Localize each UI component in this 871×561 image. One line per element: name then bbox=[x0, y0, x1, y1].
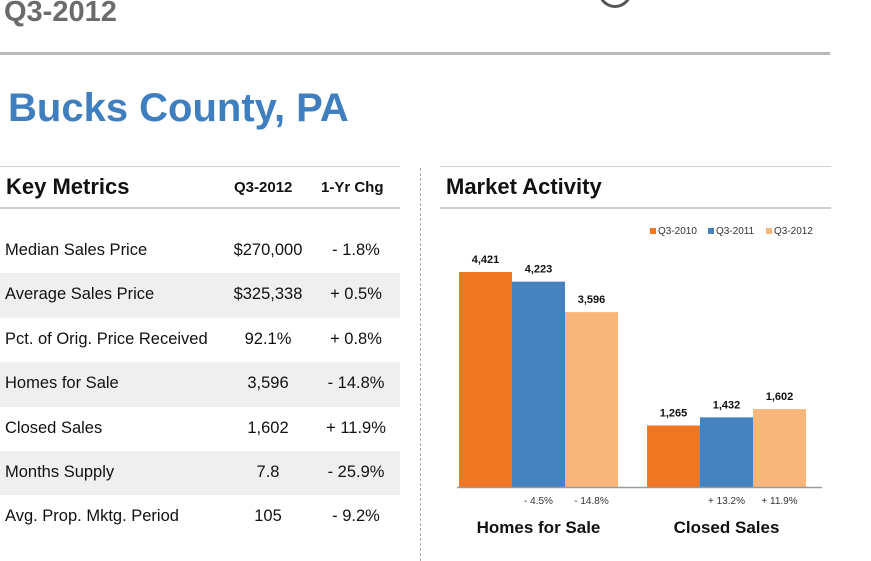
column-header-period: Q3-2012 bbox=[234, 179, 293, 196]
metric-change: - 14.8% bbox=[327, 374, 385, 393]
change-label-homes-for-sale-1: - 4.5% bbox=[524, 496, 553, 507]
metric-label: Months Supply bbox=[5, 462, 115, 481]
data-label-closed-sales-q3-2012: 1,602 bbox=[766, 391, 794, 403]
metric-label: Average Sales Price bbox=[5, 285, 155, 304]
metric-change: + 11.9% bbox=[326, 418, 386, 437]
data-label-homes-for-sale-q3-2012: 3,596 bbox=[578, 294, 606, 306]
change-label-closed-sales-2: + 11.9% bbox=[761, 496, 797, 507]
column-header-change: 1-Yr Chg bbox=[321, 179, 384, 196]
metric-change: - 25.9% bbox=[327, 462, 385, 481]
county-title: Bucks County, PA bbox=[8, 86, 349, 130]
bar-homes-for-sale-q3-2012 bbox=[565, 312, 618, 487]
change-label-homes-for-sale-2: - 14.8% bbox=[574, 496, 609, 507]
data-label-closed-sales-q3-2010: 1,265 bbox=[660, 407, 688, 419]
change-label-closed-sales-1: + 13.2% bbox=[708, 496, 745, 507]
key-metrics-panel: Key Metrics Q3-2012 1-Yr Chg Median Sale… bbox=[0, 166, 400, 525]
legend-swatch-q3-2011 bbox=[708, 228, 714, 234]
legend-swatch-q3-2012 bbox=[766, 228, 772, 234]
key-metrics-header: Key Metrics Q3-2012 1-Yr Chg bbox=[0, 166, 400, 209]
metric-row-median-sales-price: Median Sales Price $270,000 - 1.8% bbox=[0, 229, 400, 273]
metric-label: Pct. of Orig. Price Received bbox=[5, 329, 208, 348]
metric-change: + 0.5% bbox=[330, 285, 382, 304]
market-activity-chart: Q3-2010 Q3-2011 Q3-2012 4,421 4,223 3,596 - 4.… bbox=[457, 226, 822, 537]
legend-swatch-q3-2010 bbox=[650, 228, 656, 234]
metric-label: Closed Sales bbox=[5, 418, 103, 437]
bar-closed-sales-q3-2011 bbox=[700, 417, 753, 487]
logo-icon bbox=[598, 0, 632, 8]
legend-label-q3-2012: Q3-2012 bbox=[774, 226, 813, 237]
market-activity-header: Market Activity bbox=[440, 166, 831, 209]
market-activity-panel: Market Activity bbox=[440, 166, 831, 209]
metric-value: 3,596 bbox=[247, 374, 289, 393]
chart-title: Market Activity bbox=[446, 174, 602, 199]
metric-value: 1,602 bbox=[247, 418, 289, 437]
metric-row-avg-mktg-period: Avg. Prop. Mktg. Period 105 - 9.2% bbox=[0, 495, 400, 539]
data-label-homes-for-sale-q3-2011: 4,223 bbox=[525, 264, 553, 276]
metric-row-average-sales-price: Average Sales Price $325,338 + 0.5% bbox=[0, 273, 400, 318]
metric-label: Avg. Prop. Mktg. Period bbox=[5, 507, 179, 526]
metric-row-closed-sales: Closed Sales 1,602 + 11.9% bbox=[0, 407, 400, 451]
metric-change: + 0.8% bbox=[330, 329, 382, 348]
metric-value: 92.1% bbox=[244, 329, 292, 348]
category-label-homes-for-sale: Homes for Sale bbox=[477, 518, 601, 537]
data-label-homes-for-sale-q3-2010: 4,421 bbox=[472, 254, 500, 266]
top-divider bbox=[0, 52, 830, 55]
metric-value: 7.8 bbox=[256, 462, 280, 481]
quarter-title: Q3-2012 bbox=[4, 0, 117, 28]
panel-divider bbox=[420, 168, 421, 561]
metric-label: Homes for Sale bbox=[5, 374, 119, 393]
category-label-closed-sales: Closed Sales bbox=[674, 518, 780, 537]
bar-closed-sales-q3-2010 bbox=[647, 425, 700, 487]
metric-value: $270,000 bbox=[233, 241, 303, 259]
data-label-closed-sales-q3-2011: 1,432 bbox=[713, 399, 741, 411]
key-metrics-table: Median Sales Price $270,000 - 1.8% Avera… bbox=[0, 229, 400, 540]
metric-change: - 9.2% bbox=[332, 507, 380, 526]
legend-label-q3-2011: Q3-2011 bbox=[716, 226, 755, 237]
bar-homes-for-sale-q3-2010 bbox=[459, 272, 512, 487]
key-metrics-heading: Key Metrics bbox=[6, 174, 130, 199]
metric-value: 105 bbox=[254, 507, 282, 526]
metric-change: - 1.8% bbox=[332, 241, 380, 259]
legend-label-q3-2010: Q3-2010 bbox=[658, 226, 697, 237]
metric-value: $325,338 bbox=[233, 285, 303, 304]
metric-label: Median Sales Price bbox=[5, 241, 148, 259]
metric-row-months-supply: Months Supply 7.8 - 25.9% bbox=[0, 450, 400, 496]
metric-row-pct-orig-price: Pct. of Orig. Price Received 92.1% + 0.8… bbox=[0, 318, 400, 362]
metric-row-homes-for-sale: Homes for Sale 3,596 - 14.8% bbox=[0, 362, 400, 407]
bar-homes-for-sale-q3-2011 bbox=[512, 281, 565, 487]
bar-closed-sales-q3-2012 bbox=[753, 409, 806, 487]
